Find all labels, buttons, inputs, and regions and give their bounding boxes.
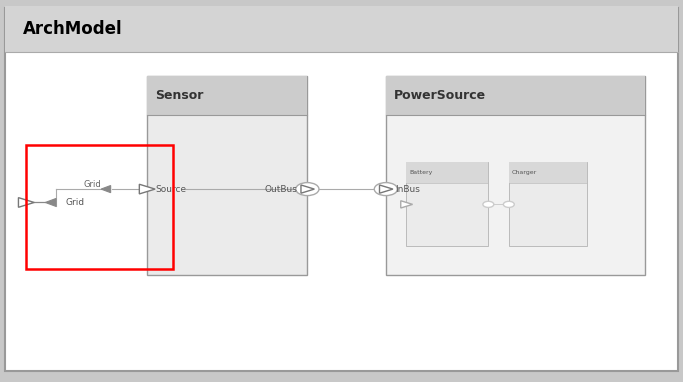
Polygon shape [139, 184, 155, 194]
FancyBboxPatch shape [5, 8, 678, 371]
Text: Charger: Charger [512, 170, 537, 175]
Polygon shape [101, 186, 111, 193]
Polygon shape [18, 197, 34, 207]
Text: Grid: Grid [83, 180, 101, 189]
Polygon shape [401, 201, 413, 208]
FancyBboxPatch shape [406, 162, 488, 183]
Polygon shape [45, 199, 56, 206]
Polygon shape [380, 185, 393, 193]
FancyBboxPatch shape [386, 76, 645, 275]
Text: PowerSource: PowerSource [394, 89, 486, 102]
Polygon shape [301, 185, 314, 193]
FancyBboxPatch shape [406, 162, 488, 246]
FancyBboxPatch shape [5, 6, 678, 52]
Text: Source: Source [156, 185, 187, 194]
Text: Sensor: Sensor [155, 89, 204, 102]
Circle shape [374, 183, 398, 196]
FancyBboxPatch shape [509, 162, 587, 246]
Circle shape [483, 201, 494, 207]
Text: ArchModel: ArchModel [23, 19, 122, 38]
FancyBboxPatch shape [509, 162, 587, 183]
Circle shape [503, 201, 514, 207]
FancyBboxPatch shape [386, 76, 645, 115]
Text: Battery: Battery [409, 170, 432, 175]
Circle shape [296, 183, 319, 196]
Text: Grid: Grid [66, 198, 85, 207]
FancyBboxPatch shape [147, 76, 307, 275]
FancyBboxPatch shape [147, 76, 307, 115]
Text: OutBus: OutBus [264, 185, 297, 194]
Text: InBus: InBus [395, 185, 419, 194]
